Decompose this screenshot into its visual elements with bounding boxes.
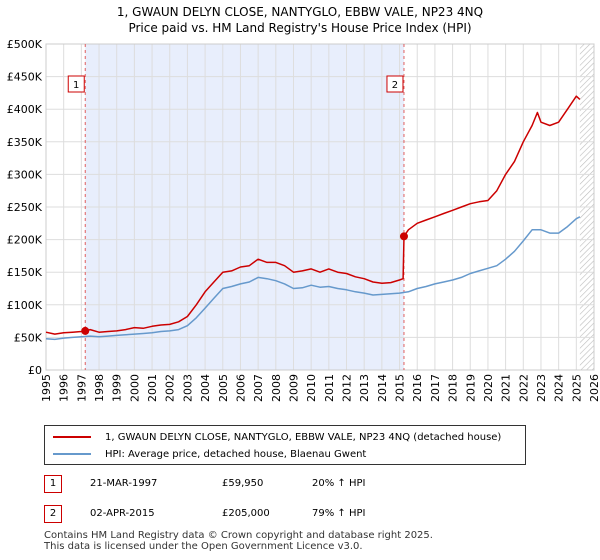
x-tick-label: 2002	[164, 374, 177, 402]
sale-row-1: 1 21-MAR-1997 £59,950 20% ↑ HPI	[0, 475, 600, 495]
legend: 1, GWAUN DELYN CLOSE, NANTYGLO, EBBW VAL…	[44, 425, 526, 465]
hpi-line	[45, 216, 581, 341]
sale-annotation-label: 1	[73, 80, 79, 91]
x-tick-label: 2004	[199, 374, 212, 402]
x-tick-label: 2024	[553, 374, 566, 402]
x-tick-label: 2003	[181, 374, 194, 402]
y-tick-label: £450K	[7, 71, 43, 84]
legend-item-price: 1, GWAUN DELYN CLOSE, NANTYGLO, EBBW VAL…	[53, 429, 501, 445]
x-tick-label: 1996	[58, 374, 71, 402]
chart-title-address: 1, GWAUN DELYN CLOSE, NANTYGLO, EBBW VAL…	[116, 5, 484, 19]
y-tick-label: £500K	[7, 38, 43, 51]
sale-row-2: 2 02-APR-2015 £205,000 79% ↑ HPI	[0, 505, 600, 525]
plot-border	[45, 43, 595, 371]
x-tick-label: 1999	[111, 374, 124, 402]
y-tick-label: £50K	[14, 331, 43, 344]
x-tick-label: 1998	[93, 374, 106, 402]
x-tick-label: 2009	[287, 374, 300, 402]
sale-hpi-change: 20% ↑ HPI	[312, 478, 366, 489]
sale-price: £205,000	[222, 508, 270, 519]
x-tick-label: 2010	[305, 374, 318, 402]
x-tick-label: 1995	[40, 374, 53, 402]
footer-copyright: Contains HM Land Registry data © Crown c…	[44, 530, 433, 541]
sale-price: £59,950	[222, 478, 264, 489]
sale-annotation-box	[67, 75, 85, 93]
sale-point	[81, 326, 90, 335]
x-tick-label: 2022	[517, 374, 530, 402]
x-tick-label: 2001	[146, 374, 159, 402]
sale-hpi-change: 79% ↑ HPI	[312, 508, 366, 519]
x-tick-label: 2017	[429, 374, 442, 402]
footer: Contains HM Land Registry data © Crown c…	[44, 530, 433, 552]
x-tick-label: 1997	[75, 374, 88, 402]
y-tick-label: £100K	[7, 299, 43, 312]
x-tick-label: 2019	[464, 374, 477, 402]
sale-annotation-label: 2	[392, 80, 398, 91]
y-tick-label: £400K	[7, 103, 43, 116]
price-paid-line	[45, 95, 581, 335]
y-tick-label: £0	[28, 364, 42, 377]
sale-date: 02-APR-2015	[90, 508, 155, 519]
price-chart: £0 £50K £100K £150K £200K £250K £300K £350K £400…	[7, 38, 600, 402]
x-tick-label: 2013	[358, 374, 371, 402]
sale-badge: 1	[44, 475, 62, 493]
x-tick-label: 2026	[588, 374, 600, 402]
x-tick-label: 2016	[411, 374, 424, 402]
x-tick-label: 2008	[270, 374, 283, 402]
x-tick-label: 2014	[376, 374, 389, 402]
x-tick-label: 2025	[570, 374, 583, 402]
x-tick-label: 2011	[323, 374, 336, 402]
y-tick-label: £350K	[7, 136, 43, 149]
y-tick-label: £150K	[7, 266, 43, 279]
legend-item-hpi: HPI: Average price, detached house, Blae…	[53, 446, 366, 462]
x-tick-label: 2007	[252, 374, 265, 402]
x-tick-label: 2005	[217, 374, 230, 402]
y-tick-label: £200K	[7, 234, 43, 247]
x-tick-label: 2006	[234, 374, 247, 402]
footer-licence: This data is licensed under the Open Gov…	[44, 541, 363, 552]
sale-point	[399, 232, 408, 241]
x-tick-label: 2021	[500, 374, 513, 402]
legend-label-price: 1, GWAUN DELYN CLOSE, NANTYGLO, EBBW VAL…	[105, 431, 502, 443]
x-tick-label: 2000	[128, 374, 141, 402]
y-tick-label: £300K	[7, 168, 43, 181]
legend-swatch-hpi	[53, 453, 91, 455]
sale-date: 21-MAR-1997	[90, 478, 158, 489]
sale-annotation-box	[386, 75, 404, 93]
x-tick-label: 2020	[482, 374, 495, 402]
x-tick-label: 2015	[394, 374, 407, 402]
legend-swatch-price	[53, 436, 91, 438]
x-tick-label: 2012	[341, 374, 354, 402]
x-tick-label: 2023	[535, 374, 548, 402]
legend-label-hpi: HPI: Average price, detached house, Blae…	[105, 448, 367, 460]
y-tick-label: £250K	[7, 201, 43, 214]
x-tick-label: 2018	[447, 374, 460, 402]
chart-title-subtitle: Price paid vs. HM Land Registry's House …	[128, 21, 472, 35]
sale-badge: 2	[44, 505, 62, 523]
